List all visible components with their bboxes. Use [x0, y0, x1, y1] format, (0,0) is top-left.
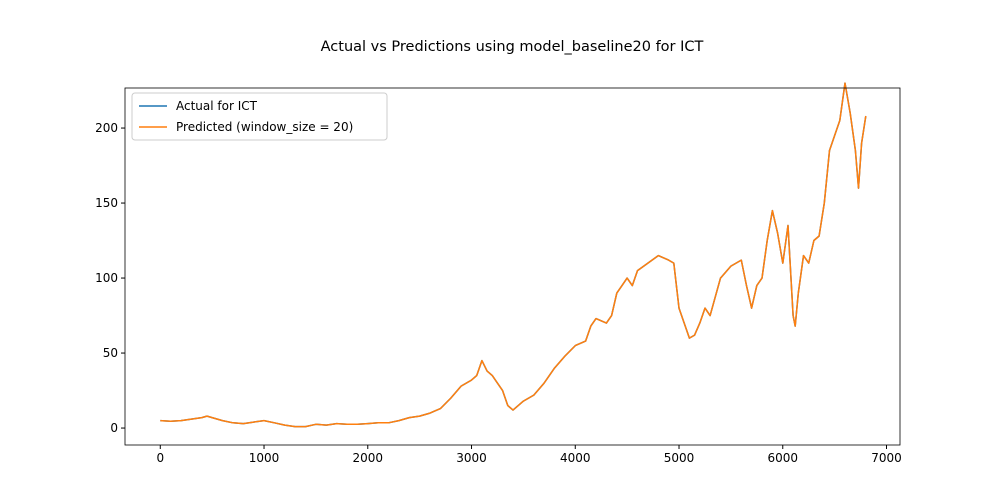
- y-tick-label: 100: [95, 271, 118, 285]
- x-tick-label: 2000: [352, 451, 383, 465]
- y-tick-label: 150: [95, 196, 118, 210]
- x-tick-label: 4000: [560, 451, 591, 465]
- chart-title: Actual vs Predictions using model_baseli…: [321, 39, 704, 55]
- x-tick-label: 3000: [456, 451, 487, 465]
- y-tick-label: 50: [103, 346, 118, 360]
- x-tick-label: 6000: [767, 451, 798, 465]
- legend-box: [131, 92, 388, 141]
- legend-label: Actual for ICT: [176, 99, 258, 113]
- x-tick-label: 5000: [664, 451, 695, 465]
- data-line: [160, 82, 867, 428]
- legend-label: Predicted (window_size = 20): [176, 120, 353, 134]
- x-tick-label: 0: [156, 451, 164, 465]
- axes-frame: [124, 87, 901, 446]
- y-tick-label: 0: [110, 421, 118, 435]
- x-tick-label: 7000: [871, 451, 902, 465]
- y-tick-label: 200: [95, 121, 118, 135]
- x-tick-label: 1000: [249, 451, 280, 465]
